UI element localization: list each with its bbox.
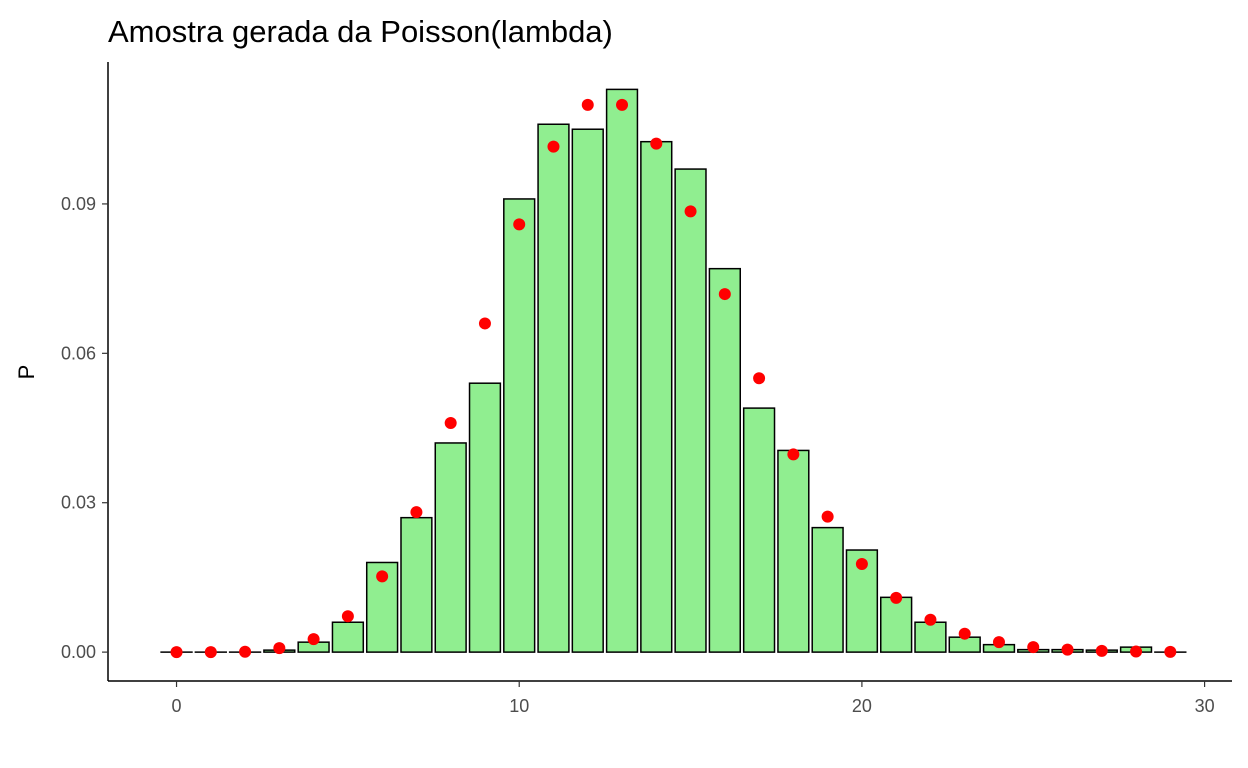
bar-22	[914, 621, 947, 653]
point-21	[890, 591, 903, 604]
bar-7	[400, 516, 433, 653]
point-27	[1095, 644, 1108, 657]
y-tick-label: 0.09	[61, 194, 96, 214]
y-axis-label: P	[14, 365, 39, 380]
y-tick-label: 0.03	[61, 493, 96, 513]
point-28	[1130, 645, 1143, 658]
bar-5	[331, 621, 365, 653]
bar-17	[742, 407, 776, 653]
bar-9	[468, 382, 502, 653]
bar-12	[571, 128, 604, 653]
point-13	[616, 98, 629, 111]
bar-series	[160, 88, 1187, 653]
axes	[107, 62, 1232, 682]
point-26	[1061, 643, 1074, 656]
x-tick-label: 0	[172, 696, 182, 716]
point-3	[273, 642, 286, 655]
point-23	[958, 627, 971, 640]
point-20	[855, 557, 868, 570]
bar-13	[605, 88, 639, 653]
point-11	[547, 140, 560, 153]
y-tick-label: 0.06	[61, 343, 96, 363]
point-12	[581, 98, 594, 111]
ticks: 0 10 20 30 0.00 0.03 0.06 0.09	[61, 194, 1215, 716]
point-14	[650, 137, 663, 150]
point-6	[376, 570, 389, 583]
bar-10	[503, 198, 536, 653]
x-tick-label: 30	[1195, 696, 1215, 716]
point-4	[307, 633, 320, 646]
point-7	[410, 506, 423, 519]
point-25	[1027, 641, 1040, 654]
point-2	[239, 645, 252, 658]
bar-16	[708, 267, 741, 653]
point-16	[718, 288, 731, 301]
point-22	[924, 613, 937, 626]
point-5	[341, 610, 354, 623]
x-tick-label: 20	[852, 696, 872, 716]
point-29	[1164, 645, 1177, 658]
point-19	[821, 510, 834, 523]
point-series	[170, 98, 1177, 659]
bar-15	[674, 168, 707, 653]
bar-14	[640, 140, 673, 653]
bar-21	[880, 596, 913, 653]
point-1	[204, 646, 217, 659]
point-9	[478, 317, 491, 330]
y-tick-label: 0.00	[61, 642, 96, 662]
point-10	[513, 218, 526, 231]
point-0	[170, 646, 183, 659]
chart-title: Amostra gerada da Poisson(lambda)	[108, 14, 613, 49]
x-tick-label: 10	[509, 696, 529, 716]
point-15	[684, 205, 697, 218]
bar-19	[811, 526, 844, 653]
point-18	[787, 448, 800, 461]
point-17	[753, 372, 766, 385]
point-24	[992, 636, 1005, 649]
bar-11	[537, 123, 570, 653]
bar-18	[777, 449, 810, 653]
bar-8	[434, 442, 467, 653]
point-8	[444, 417, 457, 430]
